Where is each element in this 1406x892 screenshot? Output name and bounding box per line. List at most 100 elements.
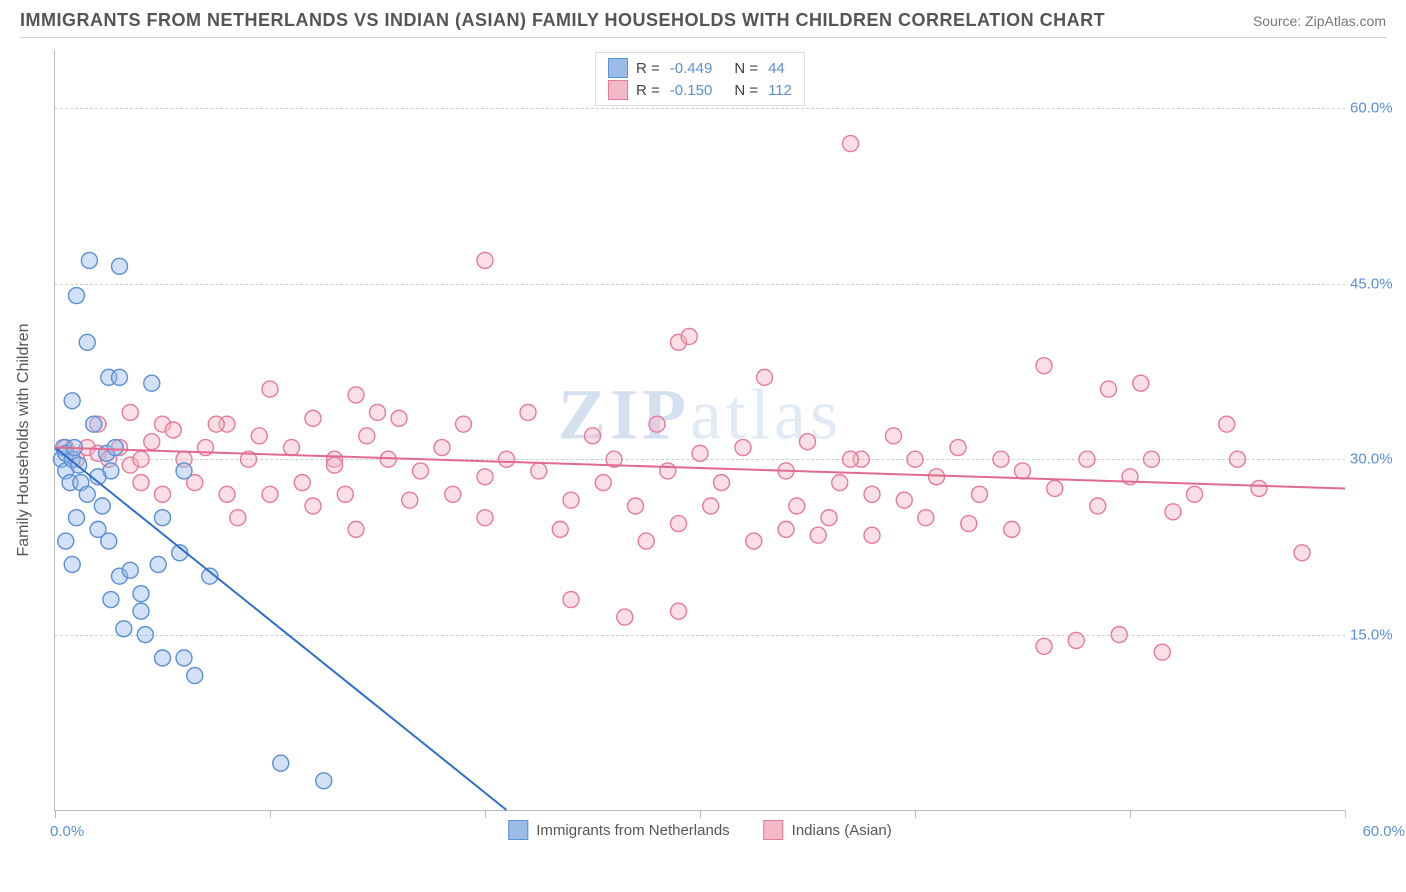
data-point — [918, 510, 934, 526]
data-point — [778, 521, 794, 537]
data-point — [133, 603, 149, 619]
data-point — [348, 387, 364, 403]
legend-stat-label: N = — [734, 60, 758, 77]
legend-stat-label: R = — [636, 82, 660, 99]
data-point — [864, 527, 880, 543]
data-point — [262, 381, 278, 397]
data-point — [262, 486, 278, 502]
page-title: IMMIGRANTS FROM NETHERLANDS VS INDIAN (A… — [20, 10, 1105, 31]
data-point — [1015, 463, 1031, 479]
data-point — [58, 533, 74, 549]
plot-area: ZIPatlas 15.0%30.0%45.0%60.0% 0.0% 60.0%… — [54, 50, 1345, 811]
source-label: Source: ZipAtlas.com — [1253, 13, 1386, 29]
data-point — [155, 510, 171, 526]
data-point — [757, 369, 773, 385]
data-point — [133, 451, 149, 467]
data-point — [1036, 638, 1052, 654]
y-tick-label: 15.0% — [1350, 626, 1405, 643]
data-point — [531, 463, 547, 479]
data-point — [64, 556, 80, 572]
x-tick — [485, 810, 486, 818]
legend-item-label: Immigrants from Netherlands — [536, 822, 729, 839]
data-point — [94, 498, 110, 514]
data-point — [391, 410, 407, 426]
data-point — [552, 521, 568, 537]
data-point — [69, 288, 85, 304]
data-point — [896, 492, 912, 508]
data-point — [681, 328, 697, 344]
scatter-chart — [55, 50, 1345, 810]
x-tick — [55, 810, 56, 818]
y-tick-label: 45.0% — [1350, 275, 1405, 292]
data-point — [230, 510, 246, 526]
data-point — [671, 516, 687, 532]
x-axis-min-label: 0.0% — [50, 823, 84, 840]
data-point — [187, 668, 203, 684]
data-point — [1068, 632, 1084, 648]
data-point — [961, 516, 977, 532]
data-point — [628, 498, 644, 514]
data-point — [789, 498, 805, 514]
data-point — [337, 486, 353, 502]
data-point — [133, 586, 149, 602]
data-point — [122, 404, 138, 420]
data-point — [1047, 480, 1063, 496]
y-tick-label: 60.0% — [1350, 100, 1405, 117]
legend-swatch-icon — [608, 58, 628, 78]
data-point — [638, 533, 654, 549]
data-point — [101, 533, 117, 549]
data-point — [810, 527, 826, 543]
legend-stat-label: N = — [734, 82, 758, 99]
data-point — [413, 463, 429, 479]
data-point — [832, 475, 848, 491]
data-point — [107, 440, 123, 456]
data-point — [1036, 358, 1052, 374]
x-tick — [270, 810, 271, 818]
data-point — [176, 650, 192, 666]
data-point — [208, 416, 224, 432]
data-point — [649, 416, 665, 432]
data-point — [617, 609, 633, 625]
data-point — [886, 428, 902, 444]
data-point — [251, 428, 267, 444]
data-point — [843, 451, 859, 467]
data-point — [1154, 644, 1170, 660]
data-point — [81, 252, 97, 268]
data-point — [950, 440, 966, 456]
legend-r-value: -0.449 — [670, 60, 713, 77]
legend-item-label: Indians (Asian) — [792, 822, 892, 839]
data-point — [714, 475, 730, 491]
data-point — [1004, 521, 1020, 537]
data-point — [69, 510, 85, 526]
x-tick — [700, 810, 701, 818]
data-point — [456, 416, 472, 432]
legend-n-value: 112 — [768, 82, 792, 99]
data-point — [434, 440, 450, 456]
x-tick — [1345, 810, 1346, 818]
legend-stat-label: R = — [636, 60, 660, 77]
data-point — [155, 486, 171, 502]
data-point — [112, 369, 128, 385]
data-point — [520, 404, 536, 420]
data-point — [864, 486, 880, 502]
x-tick — [1130, 810, 1131, 818]
y-axis-label: Family Households with Children — [15, 324, 33, 557]
data-point — [1090, 498, 1106, 514]
legend-swatch-icon — [508, 820, 528, 840]
legend-n-value: 44 — [768, 60, 785, 77]
data-point — [122, 562, 138, 578]
data-point — [144, 434, 160, 450]
correlation-legend: R = -0.449 N = 44 R = -0.150 N = 112 — [595, 52, 805, 106]
data-point — [103, 592, 119, 608]
legend-swatch-icon — [608, 80, 628, 100]
data-point — [327, 457, 343, 473]
data-point — [150, 556, 166, 572]
data-point — [671, 603, 687, 619]
data-point — [86, 416, 102, 432]
data-point — [660, 463, 676, 479]
data-point — [692, 445, 708, 461]
data-point — [563, 492, 579, 508]
data-point — [477, 510, 493, 526]
data-point — [79, 334, 95, 350]
data-point — [477, 252, 493, 268]
